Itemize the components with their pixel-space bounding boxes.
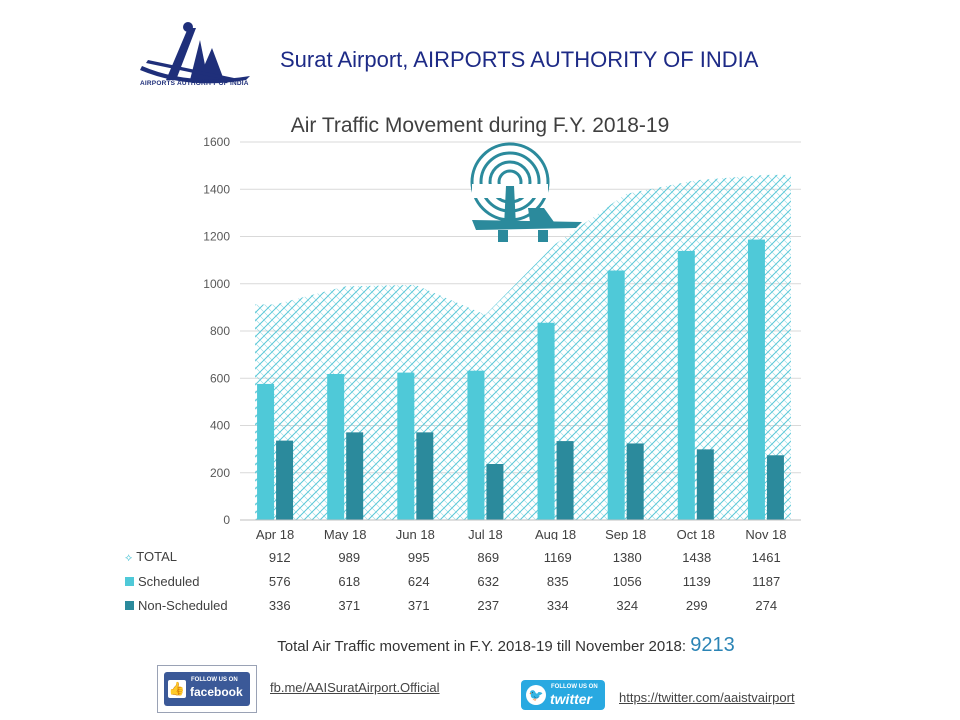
x-tick-label: Apr 18 (256, 527, 294, 540)
y-tick-label: 1200 (203, 230, 230, 244)
facebook-button[interactable]: 👍 FOLLOW US ON facebook (164, 672, 250, 706)
non-scheduled-bar (486, 464, 504, 520)
logo-caption: AIRPORTS AUTHORITY OF INDIA (140, 80, 249, 87)
table-row-total: ⟡ TOTAL 912 989 995 869 1169 1380 1438 14… (125, 545, 801, 569)
cell-non-scheduled: 371 (338, 597, 361, 613)
aai-logo (140, 22, 250, 84)
y-tick-label: 400 (210, 419, 230, 433)
x-tick-label: Sep 18 (605, 527, 646, 540)
non-scheduled-bar (346, 432, 364, 520)
legend-total: ⟡ TOTAL (125, 545, 245, 569)
twitter-follow-text: FOLLOW US ON (551, 684, 598, 690)
x-tick-label: Nov 18 (745, 527, 786, 540)
page-title: Surat Airport, AIRPORTS AUTHORITY OF IND… (280, 47, 759, 72)
cell-scheduled: 1056 (612, 573, 642, 589)
cell-total: 869 (477, 549, 500, 565)
facebook-follow-badge[interactable]: 👍 FOLLOW US ON facebook (157, 665, 257, 713)
cell-non-scheduled: 371 (407, 597, 430, 613)
twitter-wordmark: twitter (550, 691, 592, 707)
total-summary-value: 9213 (690, 634, 735, 656)
y-tick-label: 800 (210, 324, 230, 338)
chart-title: Air Traffic Movement during F.Y. 2018-19 (290, 114, 670, 137)
non-scheduled-bar (276, 440, 294, 520)
scheduled-bar (397, 372, 415, 520)
y-tick-label: 1000 (203, 277, 230, 291)
cell-total: 1438 (682, 549, 712, 565)
non-scheduled-bar (696, 449, 714, 520)
air-traffic-chart: 0 200 400 600 800 1000 1200 1400 1600 Apr 18 May 1… (203, 135, 801, 540)
cell-total: 1461 (751, 549, 781, 565)
cell-scheduled: 632 (477, 573, 500, 589)
series-name-scheduled: Scheduled (138, 573, 200, 589)
x-tick-label: Aug 18 (535, 527, 576, 540)
scheduled-bar (257, 383, 275, 520)
scheduled-bar (607, 270, 625, 520)
x-tick-label: Oct 18 (677, 527, 715, 540)
cell-scheduled: 624 (407, 573, 430, 589)
cell-scheduled: 835 (546, 573, 569, 589)
radar-plane-icon (470, 142, 582, 242)
non-scheduled-bar (416, 432, 434, 520)
cell-non-scheduled: 299 (685, 597, 708, 613)
scheduled-bar (327, 373, 345, 520)
scheduled-bar (747, 239, 765, 521)
y-tick-label: 1400 (203, 182, 230, 196)
facebook-wordmark: facebook (190, 685, 243, 699)
cell-scheduled: 576 (268, 573, 291, 589)
cell-non-scheduled: 334 (546, 597, 569, 613)
cell-total: 989 (338, 549, 361, 565)
non-scheduled-bar (556, 441, 574, 520)
cell-non-scheduled: 324 (616, 597, 639, 613)
scheduled-bar (677, 250, 695, 520)
cell-total: 1380 (612, 549, 642, 565)
cell-scheduled: 618 (338, 573, 361, 589)
area-line-icon: ⟡ (125, 552, 133, 564)
scheduled-bar (537, 322, 555, 520)
y-tick-label: 600 (210, 371, 230, 385)
table-row-scheduled: Scheduled 576 618 624 632 835 1056 1139 … (125, 569, 801, 593)
cell-non-scheduled: 274 (755, 597, 778, 613)
cell-non-scheduled: 237 (477, 597, 500, 613)
thumbs-up-icon: 👍 (168, 680, 186, 698)
cell-total: 1169 (543, 549, 572, 565)
x-tick-label: May 18 (324, 527, 367, 540)
y-tick-label: 200 (210, 466, 230, 480)
x-tick-label: Jun 18 (396, 527, 435, 540)
legend-scheduled: Scheduled (125, 569, 245, 593)
facebook-follow-text: FOLLOW US ON (191, 677, 238, 683)
cell-total: 912 (268, 549, 291, 565)
total-summary-label: Total Air Traffic movement in F.Y. 2018-… (277, 638, 691, 655)
data-table: ⟡ TOTAL 912 989 995 869 1169 1380 1438 14… (125, 545, 801, 617)
cell-non-scheduled: 336 (268, 597, 291, 613)
series-name-total: TOTAL (136, 549, 177, 564)
non-scheduled-bar (626, 443, 644, 520)
legend-non-scheduled: Non-Scheduled (125, 593, 245, 617)
non-scheduled-swatch (125, 600, 134, 610)
scheduled-bar (467, 370, 485, 520)
y-tick-label: 1600 (203, 135, 230, 149)
total-area (255, 174, 791, 520)
cell-total: 995 (407, 549, 430, 565)
twitter-follow-badge[interactable]: 🐦 FOLLOW US ON twitter (521, 680, 605, 710)
twitter-bird-icon: 🐦 (526, 685, 546, 705)
total-summary: Total Air Traffic movement in F.Y. 2018-… (0, 634, 960, 657)
non-scheduled-bar (766, 455, 784, 520)
facebook-link[interactable]: fb.me/AAISuratAirport.Official (270, 680, 440, 695)
table-row-non-scheduled: Non-Scheduled 336 371 371 237 334 324 29… (125, 593, 801, 617)
cell-scheduled: 1139 (682, 573, 711, 589)
cell-scheduled: 1187 (752, 573, 781, 589)
y-tick-label: 0 (223, 513, 230, 527)
twitter-link[interactable]: https://twitter.com/aaistvairport (619, 690, 795, 705)
x-tick-label: Jul 18 (468, 527, 503, 540)
series-name-non-scheduled: Non-Scheduled (138, 597, 228, 613)
scheduled-swatch (125, 576, 134, 586)
